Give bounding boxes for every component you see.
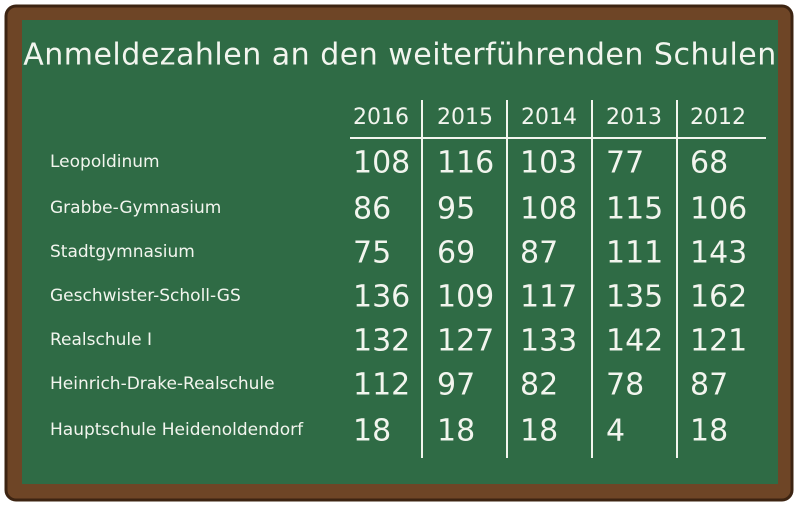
cell-value: 18 (353, 414, 391, 449)
cell-value: 109 (437, 280, 494, 315)
cell-value: 18 (520, 414, 558, 449)
cell-value: 4 (606, 414, 625, 449)
cell-value: 75 (353, 236, 391, 271)
row-label: Geschwister-Scholl-GS (50, 286, 241, 306)
cell-value: 162 (690, 280, 747, 315)
cell-value: 87 (690, 368, 728, 403)
cell-value: 133 (520, 324, 577, 359)
board-surface (22, 20, 778, 484)
cell-value: 97 (437, 368, 475, 403)
cell-value: 116 (437, 146, 494, 181)
column-header: 2014 (521, 105, 577, 130)
row-label: Realschule I (50, 330, 152, 350)
cell-value: 136 (353, 280, 410, 315)
cell-value: 112 (353, 368, 410, 403)
cell-value: 18 (437, 414, 475, 449)
cell-value: 87 (520, 236, 558, 271)
cell-value: 121 (690, 324, 747, 359)
cell-value: 143 (690, 236, 747, 271)
row-label: Grabbe-Gymnasium (50, 198, 221, 218)
cell-value: 127 (437, 324, 494, 359)
row-label: Heinrich-Drake-Realschule (50, 374, 275, 394)
cell-value: 108 (353, 146, 410, 181)
cell-value: 18 (690, 414, 728, 449)
cell-value: 115 (606, 192, 663, 227)
column-header: 2016 (353, 105, 409, 130)
cell-value: 103 (520, 146, 577, 181)
row-label: Hauptschule Heidenoldendorf (50, 420, 304, 440)
row-label: Leopoldinum (50, 152, 160, 172)
cell-value: 78 (606, 368, 644, 403)
cell-value: 95 (437, 192, 475, 227)
column-header: 2013 (606, 105, 662, 130)
column-header: 2012 (690, 105, 746, 130)
cell-value: 135 (606, 280, 663, 315)
cell-value: 108 (520, 192, 577, 227)
cell-value: 132 (353, 324, 410, 359)
row-label: Stadtgymnasium (50, 242, 195, 262)
cell-value: 106 (690, 192, 747, 227)
cell-value: 142 (606, 324, 663, 359)
cell-value: 77 (606, 146, 644, 181)
title: Anmeldezahlen an den weiterführenden Sch… (23, 38, 777, 73)
cell-value: 117 (520, 280, 577, 315)
cell-value: 86 (353, 192, 391, 227)
cell-value: 69 (437, 236, 475, 271)
column-header: 2015 (437, 105, 493, 130)
cell-value: 82 (520, 368, 558, 403)
cell-value: 68 (690, 146, 728, 181)
cell-value: 111 (606, 236, 663, 271)
